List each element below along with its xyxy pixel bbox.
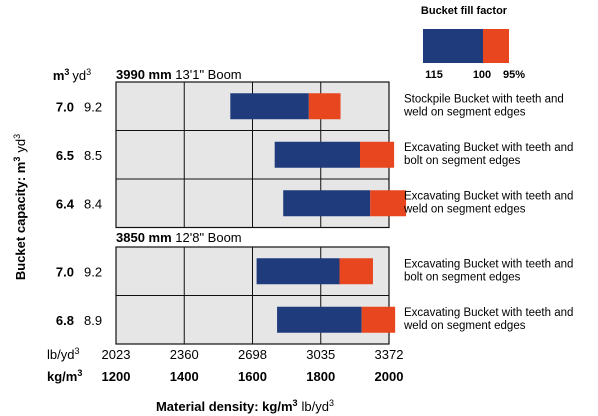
row-capacity-yd3: 9.2: [84, 264, 102, 279]
x-axis-title-bold: Material density: kg/m: [156, 399, 293, 414]
boom-header-2-rest: 12'8" Boom: [175, 230, 241, 245]
x-unit-imperial-sup: 3: [74, 346, 79, 356]
x-tick-metric: 1400: [170, 369, 199, 384]
x-axis-title-rest-sup: 3: [329, 398, 334, 408]
y-axis-title: Bucket capacity: m3yd3: [12, 134, 28, 280]
bar-range-100-95: [339, 258, 373, 285]
row-capacity-yd3: 8.4: [84, 196, 102, 211]
y-axis-title-bold: Bucket capacity: m: [13, 162, 28, 281]
x-tick-metric: 1600: [238, 369, 267, 384]
x-axis-title-rest: lb/yd: [302, 399, 329, 414]
x-tick-metric: 1800: [306, 369, 335, 384]
bar-range-100-95: [370, 190, 407, 217]
legend-bar-accent: [483, 29, 509, 63]
x-unit-metric: kg/m3: [47, 368, 82, 384]
cap-unit-metric: m: [53, 68, 65, 83]
x-tick-imperial: 2023: [102, 347, 131, 362]
y-axis-title-bold-sup: 3: [12, 157, 22, 162]
cap-unit-metric-sup: 3: [64, 67, 69, 77]
row-capacity-yd3: 8.5: [84, 148, 102, 163]
legend-label-95: 95%: [503, 69, 525, 81]
row-capacity-m3: 6.5: [56, 148, 74, 163]
capacity-unit-header: m3 yd3: [53, 67, 91, 83]
x-unit-metric-sup: 3: [77, 368, 82, 378]
row-description: Excavating Bucket with teeth and: [404, 142, 573, 154]
row-description: Stockpile Bucket with teeth and: [404, 93, 564, 105]
bar-range-100-95: [359, 141, 395, 168]
boom-header-group-2: 3850 mm 12'8" Boom: [116, 230, 242, 245]
row-capacity-m3: 6.8: [56, 313, 74, 328]
legend-bar-main: [423, 29, 483, 63]
legend-label-115: 115: [425, 69, 443, 81]
row-description: Excavating Bucket with teeth and: [404, 190, 573, 202]
x-tick-imperial: 2360: [170, 347, 199, 362]
x-unit-imperial-text: lb/yd: [47, 347, 74, 362]
cap-unit-imperial: yd: [72, 68, 86, 83]
x-tick-imperial: 3035: [306, 347, 335, 362]
bar-range-115-100: [277, 306, 362, 333]
bar-range-115-100: [283, 190, 371, 217]
cap-unit-imperial-sup: 3: [86, 67, 91, 77]
x-unit-metric-text: kg/m: [47, 369, 77, 384]
boom-header-1-rest: 13'1" Boom: [175, 67, 241, 82]
x-unit-imperial: lb/yd3: [47, 346, 79, 362]
bar-range-100-95: [361, 306, 396, 333]
x-axis-title-bold-sup: 3: [293, 398, 298, 408]
row-capacity-yd3: 9.2: [84, 99, 102, 114]
y-axis-title-rest: yd: [13, 139, 28, 153]
row-capacity-m3: 7.0: [56, 99, 74, 114]
x-tick-metric: 2000: [375, 369, 404, 384]
boom-header-2-bold: 3850 mm: [116, 230, 172, 245]
boom-header-group-1: 3990 mm 13'1" Boom: [116, 67, 242, 82]
boom-header-1-bold: 3990 mm: [116, 67, 172, 82]
legend-title: Bucket fill factor: [421, 5, 508, 17]
bar-range-100-95: [308, 93, 341, 120]
x-tick-metric: 1200: [102, 369, 131, 384]
y-axis-title-rest-sup: 3: [12, 134, 22, 139]
row-description: weld on segment edges: [403, 203, 526, 215]
row-description: bolt on segment edges: [404, 271, 521, 283]
row-capacity-m3: 6.4: [56, 196, 75, 211]
row-description: weld on segment edges: [403, 106, 526, 118]
bar-range-115-100: [274, 141, 360, 168]
row-capacity-yd3: 8.9: [84, 313, 102, 328]
legend-label-100: 100: [473, 69, 491, 81]
row-capacity-m3: 7.0: [56, 264, 74, 279]
bar-range-115-100: [256, 258, 340, 285]
x-axis-title: Material density: kg/m3 lb/yd3: [156, 398, 334, 414]
row-description: bolt on segment edges: [404, 155, 521, 167]
row-description: Excavating Bucket with teeth and: [404, 258, 573, 270]
bar-range-115-100: [230, 93, 309, 120]
x-tick-imperial: 2698: [238, 347, 267, 362]
row-description: Excavating Bucket with teeth and: [404, 307, 573, 319]
x-tick-imperial: 3372: [375, 347, 404, 362]
row-description: weld on segment edges: [403, 320, 526, 332]
